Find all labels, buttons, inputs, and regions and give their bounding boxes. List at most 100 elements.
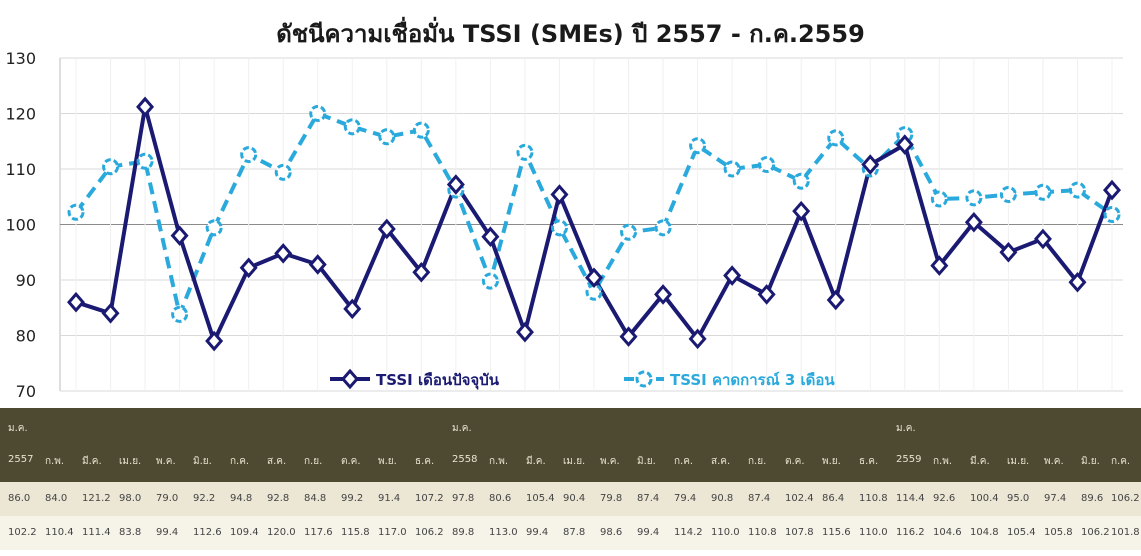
- table-current-cell: 95.0: [1007, 493, 1030, 504]
- data-point-current: [170, 225, 189, 246]
- data-point-current: [377, 218, 396, 240]
- table-month-cell: เม.ย.: [1007, 456, 1030, 467]
- data-point-current: [757, 284, 776, 305]
- data-point-current: [136, 96, 155, 118]
- legend-label-expectation: TSSI คาดการณ์ 3 เดือน: [670, 371, 835, 389]
- table-current-cell: 84.8: [304, 493, 327, 504]
- table-month-cell: ต.ค.: [341, 456, 361, 467]
- data-point-current: [412, 261, 431, 283]
- table-expect-cell: 120.0: [267, 527, 296, 538]
- table-month-cell: มี.ค.: [526, 456, 546, 467]
- legend: TSSI เดือนปัจจุบัน TSSI คาดการณ์ 3 เดือน: [330, 368, 835, 390]
- table-current-cell: 100.4: [970, 493, 999, 504]
- table-month-cell: พ.ค.: [600, 456, 620, 467]
- table-expect-cell: 117.6: [304, 527, 333, 538]
- data-point-expectation: [1034, 183, 1052, 201]
- table-current-row: 86.0 84.0 121.2 98.0 79.0 92.2 94.8 92.8 84.8 99.…: [0, 482, 1141, 516]
- table-expect-cell: 111.4: [82, 527, 111, 538]
- table-month-cell: ส.ค.: [267, 456, 287, 467]
- table-expect-cell: 117.0: [378, 527, 407, 538]
- table-current-cell: 79.4: [674, 493, 697, 504]
- table-month-cell: มิ.ย.: [193, 456, 212, 467]
- table-expect-cell: 106.2: [415, 527, 444, 538]
- data-point-expectation: [481, 272, 499, 290]
- table-expect-cell: 98.6: [600, 527, 623, 538]
- data-point-expectation: [758, 156, 776, 174]
- data-point-current: [239, 257, 258, 279]
- data-point-expectation: [723, 160, 741, 178]
- data-point-current: [1103, 179, 1121, 201]
- table-month-cell: พ.ค.: [156, 456, 176, 467]
- y-tick-label: 90: [16, 271, 36, 290]
- data-point-current: [792, 200, 811, 222]
- table-current-cell: 98.0: [119, 493, 142, 504]
- table-month-cell: 2557: [8, 454, 34, 465]
- data-point-expectation: [689, 137, 707, 155]
- table-month-cell: ก.พ.: [933, 456, 953, 467]
- table-expect-cell: 110.4: [45, 527, 74, 538]
- table-month-cell: ก.ค.: [230, 456, 250, 467]
- data-point-current: [861, 154, 880, 175]
- table-current-cell: 99.2: [341, 493, 364, 504]
- table-expect-cell: 109.4: [230, 527, 259, 538]
- table-year-cell: ม.ค.: [452, 423, 472, 434]
- data-point-current: [964, 212, 983, 233]
- table-current-cell: 79.8: [600, 493, 623, 504]
- data-point-expectation: [654, 219, 672, 237]
- table-current-cell: 84.0: [45, 493, 68, 504]
- table-current-cell: 90.8: [711, 493, 734, 504]
- table-current-cell: 92.6: [933, 493, 956, 504]
- table-current-cell: 121.2: [82, 493, 111, 504]
- y-tick-label: 80: [16, 327, 36, 346]
- table-expect-cell: 112.6: [193, 527, 222, 538]
- table-expect-cell: 105.4: [1007, 527, 1036, 538]
- table-expect-cell: 105.8: [1044, 527, 1073, 538]
- table-month-cell: เม.ย.: [563, 456, 586, 467]
- data-point-expectation: [378, 128, 396, 146]
- data-point-expectation: [136, 152, 154, 170]
- table-current-cell: 106.2: [1111, 493, 1140, 504]
- table-current-cell: 97.8: [452, 493, 475, 504]
- data-point-expectation: [102, 158, 120, 176]
- table-month-cell: พ.ย.: [378, 456, 397, 467]
- table-current-cell: 86.0: [8, 493, 31, 504]
- data-point-current: [999, 241, 1018, 263]
- table-expect-cell: 89.8: [452, 527, 475, 538]
- table-year-row: ม.ค. ม.ค. ม.ค.: [0, 408, 1141, 434]
- table-month-cell: ส.ค.: [711, 456, 731, 467]
- data-point-expectation: [965, 189, 983, 207]
- table-month-cell: ธ.ค.: [415, 456, 435, 467]
- table-expect-cell: 99.4: [156, 527, 179, 538]
- data-point-expectation: [999, 186, 1017, 204]
- data-point-current: [930, 255, 949, 276]
- data-table: ม.ค. ม.ค. ม.ค. 2557 ก.พ. มี.ค. เม.ย. พ.ค. มิ.ย.…: [0, 408, 1141, 556]
- data-point-current: [1068, 271, 1087, 293]
- table-month-cell: 2558: [452, 454, 478, 465]
- table-year-cell: ม.ค.: [896, 423, 916, 434]
- data-point-current: [1033, 228, 1052, 250]
- table-month-cell: ต.ค.: [785, 456, 805, 467]
- data-point-current: [723, 265, 742, 286]
- data-point-current: [654, 284, 673, 305]
- y-tick-label: 130: [5, 49, 36, 68]
- data-point-expectation: [343, 118, 361, 136]
- data-point-current: [826, 289, 845, 311]
- data-point-expectation: [412, 121, 430, 139]
- data-point-expectation: [171, 305, 189, 323]
- table-month-cell: ธ.ค.: [859, 456, 879, 467]
- data-point-expectation: [930, 190, 948, 208]
- table-month-cell: พ.ค.: [1044, 456, 1064, 467]
- table-month-cell: มิ.ย.: [637, 456, 656, 467]
- table-current-cell: 105.4: [526, 493, 555, 504]
- table-expect-cell: 99.4: [526, 527, 549, 538]
- table-current-cell: 91.4: [378, 493, 401, 504]
- table-current-cell: 102.4: [785, 493, 814, 504]
- table-month-cell: 2559: [896, 454, 922, 465]
- table-month-cell: มี.ค.: [82, 456, 102, 467]
- table-month-cell: ก.ค.: [674, 456, 694, 467]
- table-month-cell: ก.ย.: [304, 456, 323, 467]
- data-point-expectation: [240, 146, 258, 164]
- table-expect-cell: 104.8: [970, 527, 999, 538]
- table-expect-cell: 107.8: [785, 527, 814, 538]
- table-month-cell: เม.ย.: [119, 456, 142, 467]
